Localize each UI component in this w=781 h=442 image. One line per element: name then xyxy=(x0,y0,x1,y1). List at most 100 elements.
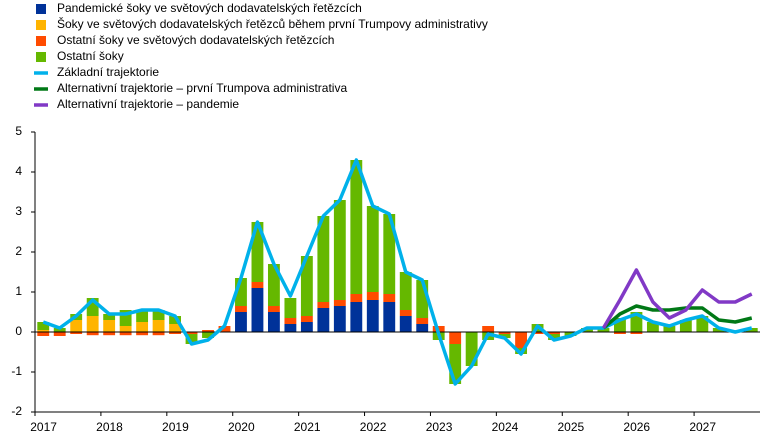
bar-segment xyxy=(333,200,346,300)
bar-segment xyxy=(564,332,577,336)
bar-segment xyxy=(416,324,429,332)
bar-segment xyxy=(70,332,83,334)
bar-segment xyxy=(581,328,593,332)
bar-segment xyxy=(136,322,149,332)
legend-swatch xyxy=(36,36,46,46)
bar-segment xyxy=(745,328,758,332)
bar-segment xyxy=(383,214,396,294)
bar-segment xyxy=(119,332,132,336)
bar-segment xyxy=(333,300,346,306)
bar-segment xyxy=(679,320,692,332)
bar-segment xyxy=(300,322,313,332)
bar-segment xyxy=(169,332,181,334)
bar-segment xyxy=(251,282,264,288)
bar-segment xyxy=(202,330,214,332)
bar-segment xyxy=(366,206,379,292)
bar-segment xyxy=(350,302,363,332)
bar-segment xyxy=(235,278,247,306)
bar-segment xyxy=(235,312,247,332)
bar-segment xyxy=(86,316,99,332)
bar-segment xyxy=(119,326,132,332)
legend-swatch xyxy=(36,52,46,62)
bar-segment xyxy=(218,326,231,332)
bar-segment xyxy=(267,312,280,332)
legend-label: Ostatní šoky ve světových dodavatelských… xyxy=(57,33,334,47)
x-tick-label: 2018 xyxy=(96,420,123,434)
bar-segment xyxy=(465,332,478,366)
bar-segment xyxy=(284,324,297,332)
bar-segment xyxy=(251,288,264,332)
bar-segment xyxy=(317,302,330,308)
bar-segment xyxy=(317,216,330,302)
bar-segment xyxy=(86,332,99,336)
bar-segment xyxy=(317,308,330,332)
line-series xyxy=(602,304,753,330)
bar-segment xyxy=(531,332,544,334)
legend-swatch xyxy=(36,20,46,30)
bar-segment xyxy=(333,306,346,332)
line-series xyxy=(42,158,753,386)
legend-label: Pandemické šoky ve světových dodavatelsk… xyxy=(57,1,362,15)
bar-segment xyxy=(235,306,247,312)
bar-segment xyxy=(383,302,396,332)
bar-segment xyxy=(152,310,165,320)
bar-segment xyxy=(267,264,280,306)
bar-segment xyxy=(614,332,626,334)
bar-segment xyxy=(482,326,495,332)
bar-segment xyxy=(498,334,511,338)
bar-segment xyxy=(366,300,379,332)
bar-segment xyxy=(614,318,626,332)
bar-segment xyxy=(646,322,659,332)
x-tick-label: 2021 xyxy=(294,420,321,434)
bar-segment xyxy=(119,310,132,326)
bar-segment xyxy=(86,298,99,316)
x-tick-label: 2025 xyxy=(558,420,585,434)
bar-segment xyxy=(284,318,297,324)
bar-segment xyxy=(152,332,165,336)
x-tick-label: 2020 xyxy=(228,420,255,434)
legend-label: Základní trajektorie xyxy=(57,65,159,79)
bar-segment xyxy=(185,334,198,344)
bar-segment xyxy=(350,160,363,294)
legend-label: Alternativní trajektorie – první Trumpov… xyxy=(57,81,347,95)
bar-segment xyxy=(449,332,462,344)
bar-segment xyxy=(37,322,50,330)
bar-segment xyxy=(350,294,363,302)
bar-segment xyxy=(103,314,116,320)
bar-segment xyxy=(416,318,429,324)
bar-segment xyxy=(548,334,560,340)
bar-segment xyxy=(696,316,709,332)
x-tick-label: 2026 xyxy=(623,420,650,434)
x-tick-label: 2019 xyxy=(162,420,189,434)
bar-segment xyxy=(630,332,643,334)
bar-segment xyxy=(136,310,149,322)
x-tick-label: 2024 xyxy=(492,420,519,434)
bar-segment xyxy=(169,316,181,324)
bar-segment xyxy=(169,324,181,332)
bar-segment xyxy=(300,256,313,316)
bar-segment xyxy=(383,294,396,302)
bar-segment xyxy=(416,280,429,318)
bar-segment xyxy=(300,316,313,322)
bar-segment xyxy=(399,316,412,332)
x-tick-label: 2022 xyxy=(360,420,387,434)
legend-label: Šoky ve světových dodavatelských řetězců… xyxy=(57,16,488,31)
bar-segment xyxy=(103,320,116,332)
x-tick-label: 2017 xyxy=(30,420,57,434)
bar-segment xyxy=(267,306,280,312)
y-tick-label: 3 xyxy=(15,204,22,218)
bar-segment xyxy=(366,292,379,300)
y-tick-label: 4 xyxy=(15,164,22,178)
bar-segment xyxy=(498,332,511,334)
bar-segment xyxy=(515,332,528,348)
bar-segment xyxy=(37,332,50,336)
bar-segment xyxy=(53,328,66,332)
legend-label: Ostatní šoky xyxy=(57,49,124,63)
y-tick-label: 2 xyxy=(15,244,22,258)
line-series xyxy=(601,268,753,329)
bar-segment xyxy=(103,332,116,336)
y-tick-label: -1 xyxy=(11,364,22,378)
bar-segment xyxy=(185,332,198,334)
